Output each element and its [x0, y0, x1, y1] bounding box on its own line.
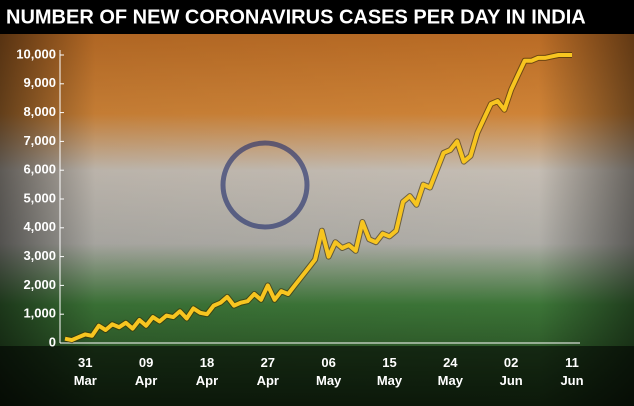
- y-tick-label: 0: [49, 334, 56, 349]
- line: [64, 53, 572, 343]
- y-tick-label: 5,000: [23, 190, 56, 205]
- chakra: [220, 140, 310, 230]
- y-tick-label: 3,000: [23, 248, 56, 263]
- y-tick-label: 10,000: [16, 46, 56, 61]
- x-tick-label: 31 Mar: [74, 355, 97, 388]
- x-tick-label: 18 Apr: [196, 355, 218, 388]
- x-tick-label: 15 May: [377, 355, 403, 388]
- title-bar: [0, 0, 634, 34]
- x-tick-label: 06 May: [316, 355, 342, 388]
- y-tick-label: 2,000: [23, 277, 56, 292]
- y-tick-label: 1,000: [23, 306, 56, 321]
- y-tick-label: 6,000: [23, 162, 56, 177]
- x-tick-label: 02 Jun: [500, 355, 523, 388]
- y-tick-label: 9,000: [23, 75, 56, 90]
- y-tick-label: 7,000: [23, 133, 56, 148]
- x-tick-label: 11 Jun: [560, 355, 583, 388]
- y-tick-label: 4,000: [23, 219, 56, 234]
- chart-title: NUMBER OF NEW CORONAVIRUS CASES PER DAY …: [6, 6, 586, 28]
- x-tick-label: 09 Apr: [135, 355, 157, 388]
- axis-band: [0, 346, 634, 406]
- x-tick-label: 27 Apr: [257, 355, 279, 388]
- x-tick-label: 24 May: [438, 355, 464, 388]
- y-tick-label: 8,000: [23, 104, 56, 119]
